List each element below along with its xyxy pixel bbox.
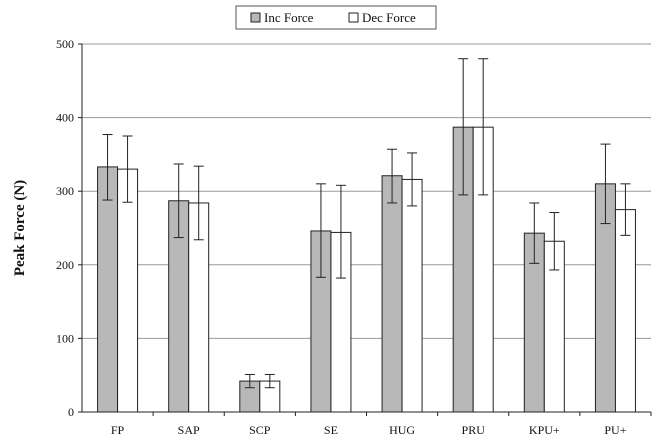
legend: Inc Force Dec Force <box>235 5 437 30</box>
bars <box>97 126 636 413</box>
legend-box <box>235 5 437 30</box>
x-tick-labels: FP SAP SCP SE HUG PRU KPU+ PU+ <box>111 423 627 437</box>
y-tick-label: 400 <box>56 111 74 125</box>
y-tick-label: 300 <box>56 184 74 198</box>
bar-inc-force <box>97 166 119 413</box>
legend-swatch-inc-force <box>250 12 261 23</box>
gridlines <box>82 43 651 339</box>
y-tick-label: 0 <box>68 405 74 419</box>
x-tick-label: KPU+ <box>529 423 560 437</box>
bar-dec-force <box>401 178 423 413</box>
x-tick-label: SE <box>324 423 338 437</box>
legend-label-inc-force: Inc Force <box>264 10 314 25</box>
y-tick-label: 500 <box>56 37 74 51</box>
bar-dec-force <box>117 168 139 413</box>
legend-label-dec-force: Dec Force <box>362 10 416 25</box>
x-tick-label: HUG <box>389 423 415 437</box>
y-axis-title: Peak Force (N) <box>12 180 28 276</box>
x-tick-label: FP <box>111 423 125 437</box>
x-tick-label: PU+ <box>604 423 626 437</box>
bar-dec-force <box>614 209 636 413</box>
legend-swatch-dec-force <box>348 12 359 23</box>
y-tick-label: 100 <box>56 331 74 345</box>
x-tick-label: PRU <box>462 423 486 437</box>
x-tick-label: SAP <box>178 423 200 437</box>
y-tick-label: 200 <box>56 258 74 272</box>
error-bars <box>102 58 631 389</box>
bar-inc-force <box>381 175 403 413</box>
y-tick-labels: 0 100 200 300 400 500 <box>56 37 74 419</box>
axes <box>78 43 652 416</box>
x-tick-label: SCP <box>249 423 271 437</box>
